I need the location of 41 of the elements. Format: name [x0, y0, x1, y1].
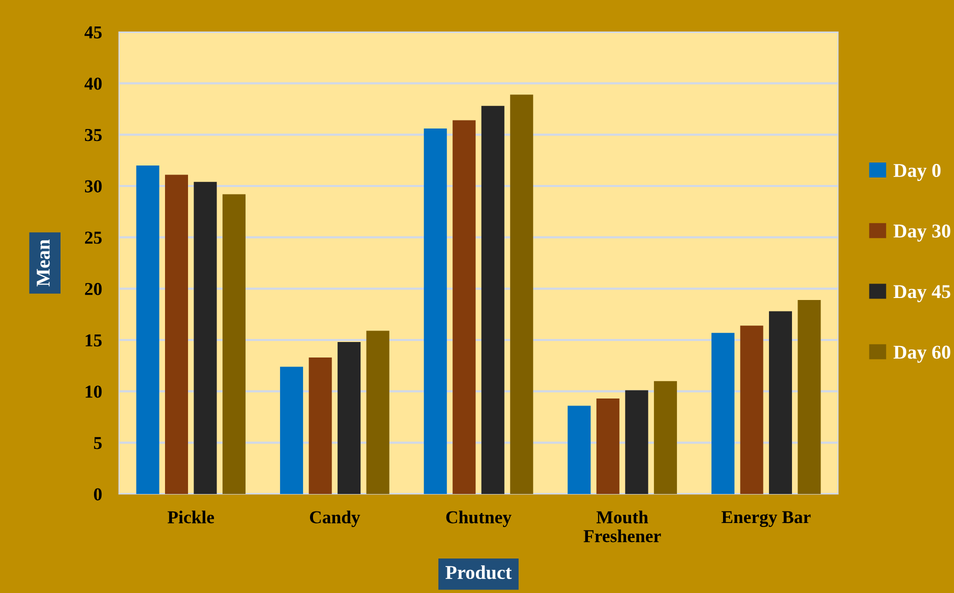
y-tick-label: 0 — [94, 488, 102, 500]
x-axis-title: Product — [446, 565, 512, 580]
bar — [424, 128, 447, 494]
bar — [481, 106, 504, 494]
bar — [768, 311, 792, 494]
legend-label: Day 45 — [894, 285, 950, 302]
y-tick-label: 5 — [94, 437, 102, 450]
bar — [452, 120, 476, 494]
bar — [222, 194, 246, 494]
y-tick-label: 35 — [84, 128, 102, 142]
legend-label: Day 60 — [894, 346, 950, 363]
x-tick-label: Mouth Freshener — [584, 510, 661, 542]
y-axis-title: Mean — [36, 240, 50, 286]
bar — [740, 326, 764, 494]
y-tick-label: 20 — [85, 282, 102, 296]
y-tick-label: 30 — [84, 180, 102, 192]
bar — [568, 406, 591, 494]
legend-label: Day 30 — [894, 224, 950, 242]
bar — [338, 342, 361, 494]
bar — [798, 300, 821, 494]
bar — [136, 165, 160, 494]
bar — [280, 366, 304, 494]
bar — [366, 330, 390, 494]
y-tick-label: 10 — [86, 386, 102, 398]
bar — [654, 381, 677, 494]
bar — [194, 182, 217, 494]
bar — [308, 357, 332, 494]
bar — [596, 398, 620, 494]
x-tick-label: Energy Bar — [722, 511, 811, 528]
legend-label: Day 0 — [894, 164, 941, 182]
bar — [510, 94, 534, 494]
y-tick-label: 45 — [84, 26, 102, 38]
y-tick-label: 40 — [84, 78, 102, 90]
bar — [711, 332, 734, 494]
x-tick-label: Pickle — [168, 510, 214, 524]
bar — [165, 174, 188, 494]
y-tick-label: 25 — [85, 232, 102, 244]
x-tick-label: Candy — [310, 510, 360, 528]
x-tick-label: Chutney — [446, 510, 512, 528]
bar — [625, 390, 648, 494]
y-tick-label: 15 — [86, 334, 102, 346]
